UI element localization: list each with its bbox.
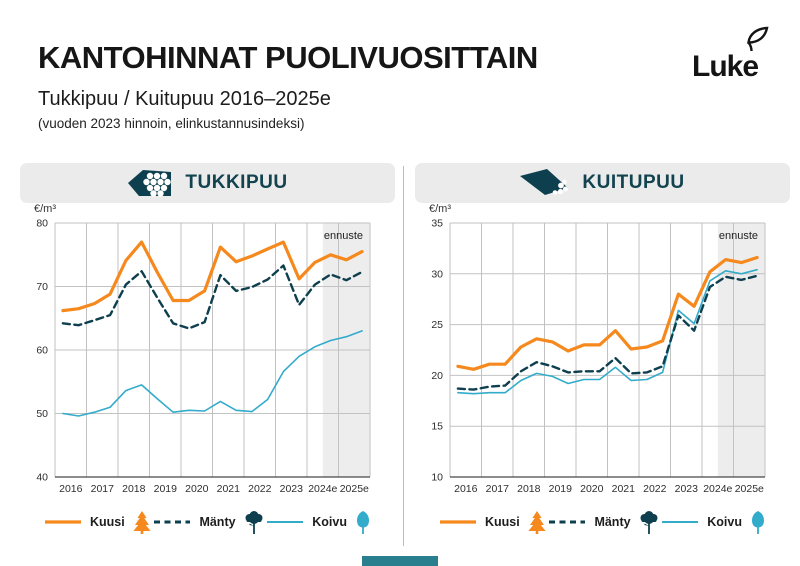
kuitupuu-panel: KUITUPUU €/m³ 10 15 20 25 30 35 2016 2017 2018 20… (415, 163, 790, 545)
spruce-tree-icon (133, 510, 151, 534)
y-tick-label: 60 (36, 345, 48, 357)
forecast-label: ennuste (324, 230, 363, 242)
x-tick-label: 2017 (91, 483, 115, 495)
luke-logo: Luke (692, 26, 772, 84)
pine-tree-icon (640, 510, 658, 534)
page-note: (vuoden 2023 hinnoin, elinkustannusindek… (38, 116, 305, 131)
x-tick-label: 2022 (248, 483, 272, 495)
x-tick-label: 2025e (340, 483, 369, 495)
legend-item-manty: Mänty (548, 510, 658, 534)
x-tick-label: 2018 (122, 483, 146, 495)
series-line-manty (456, 274, 759, 391)
y-tick-label: 35 (431, 218, 443, 230)
x-tick-label: 2019 (154, 483, 178, 495)
x-tick-label: 2021 (217, 483, 241, 495)
x-tick-label: 2016 (59, 483, 83, 495)
tukkipuu-panel: TUKKIPUU €/m³ 40 50 60 70 80 2016 2017 2018 2019… (20, 163, 395, 545)
legend-item-manty: Mänty (153, 510, 263, 534)
legend-item-koivu: Koivu (661, 510, 766, 534)
page-subtitle: Tukkipuu / Kuitupuu 2016–2025e (38, 88, 331, 110)
legend-label: Kuusi (485, 515, 520, 529)
y-tick-label: 50 (36, 408, 48, 420)
y-tick-label: 40 (36, 472, 48, 484)
log-bundle-side-icon (520, 169, 569, 195)
koivu-line-swatch (662, 521, 699, 523)
x-tick-label: 2019 (549, 483, 573, 495)
legend-label: Kuusi (90, 515, 125, 529)
spruce-tree-icon (528, 510, 546, 534)
footer-brand-bar (362, 556, 438, 566)
legend-label: Mänty (594, 515, 631, 529)
x-tick-label: 2020 (185, 483, 209, 495)
series-line-kuusi (456, 255, 759, 371)
tukkipuu-title: TUKKIPUU (185, 172, 288, 193)
y-tick-label: 10 (431, 472, 443, 484)
kuitupuu-title: KUITUPUU (582, 172, 685, 193)
legend-item-kuusi: Kuusi (44, 510, 151, 534)
series-line-manty (61, 264, 364, 330)
x-tick-label: 2025e (735, 483, 764, 495)
series-line-koivu (62, 330, 363, 417)
page-title: KANTOHINNAT PUOLIVUOSITTAIN (38, 40, 538, 75)
y-tick-label: 15 (431, 421, 443, 433)
tukkipuu-header: TUKKIPUU (20, 163, 395, 203)
forecast-region (717, 223, 766, 477)
x-tick-label: 2016 (454, 483, 478, 495)
legend-item-koivu: Koivu (266, 510, 371, 534)
panel-divider (403, 166, 404, 546)
y-axis-unit-label: €/m³ (429, 203, 451, 215)
x-tick-label: 2024e (703, 483, 732, 495)
x-tick-label: 2024e (308, 483, 337, 495)
legend-item-kuusi: Kuusi (439, 510, 546, 534)
luke-leaf-icon (747, 26, 769, 52)
birch-tree-icon (357, 510, 369, 534)
kuitupuu-header: KUITUPUU (415, 163, 790, 203)
x-tick-label: 2018 (517, 483, 541, 495)
tukkipuu-legend: Kuusi Mänty (20, 505, 395, 539)
series-line-koivu (457, 268, 758, 395)
x-tick-label: 2017 (486, 483, 510, 495)
legend-label: Mänty (199, 515, 236, 529)
x-tick-label: 2020 (580, 483, 604, 495)
y-tick-label: 25 (431, 319, 443, 331)
y-tick-label: 30 (431, 268, 443, 280)
x-tick-label: 2023 (280, 483, 304, 495)
kuitupuu-chart: 10 15 20 25 30 35 2016 2017 2018 2019 2020 2021 2022… (431, 218, 766, 495)
manty-line-swatch (154, 520, 191, 524)
series-line-kuusi (61, 240, 364, 313)
tukkipuu-chart: 40 50 60 70 80 2016 2017 2018 2019 2020 2021 2022 20… (36, 218, 371, 495)
legend-label: Koivu (707, 515, 742, 529)
x-tick-label: 2021 (612, 483, 636, 495)
x-tick-label: 2022 (643, 483, 667, 495)
luke-logo-text: Luke (692, 50, 759, 83)
manty-line-swatch (549, 520, 586, 524)
y-tick-label: 70 (36, 281, 48, 293)
legend-label: Koivu (312, 515, 347, 529)
x-tick-label: 2023 (675, 483, 699, 495)
y-axis-unit-label: €/m³ (34, 203, 56, 215)
y-tick-label: 20 (431, 370, 443, 382)
birch-tree-icon (752, 510, 764, 534)
forecast-label: ennuste (719, 230, 758, 242)
y-tick-label: 80 (36, 218, 48, 230)
koivu-line-swatch (267, 521, 304, 523)
kuitupuu-legend: Kuusi Mänty (415, 505, 790, 539)
pine-tree-icon (245, 510, 263, 534)
kuusi-line-swatch (440, 520, 476, 524)
log-stack-end-icon (128, 170, 172, 197)
kuusi-line-swatch (45, 520, 81, 524)
